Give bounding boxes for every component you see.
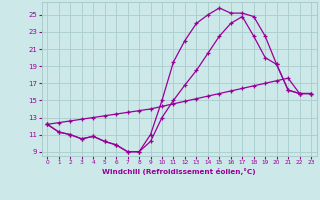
X-axis label: Windchill (Refroidissement éolien,°C): Windchill (Refroidissement éolien,°C) — [102, 168, 256, 175]
